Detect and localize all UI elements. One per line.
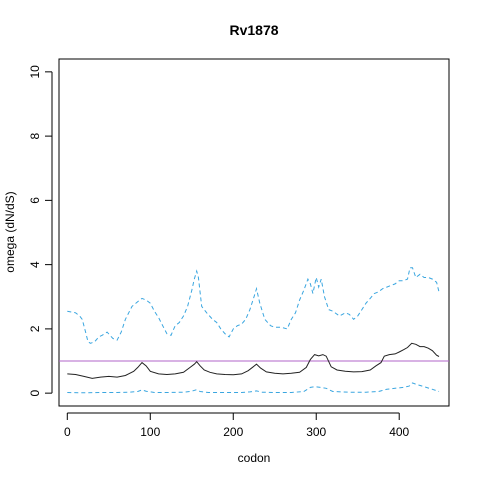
y-tick-label: 0 bbox=[28, 389, 42, 396]
y-tick-label: 2 bbox=[28, 325, 42, 332]
x-tick-label: 100 bbox=[140, 425, 160, 439]
y-tick-label: 6 bbox=[28, 197, 42, 204]
y-tick-label: 10 bbox=[28, 65, 42, 79]
y-axis-title: omega (dN/dS) bbox=[3, 191, 17, 272]
chart-title: Rv1878 bbox=[229, 22, 278, 38]
x-tick-label: 400 bbox=[389, 425, 409, 439]
series-line-estimate bbox=[67, 342, 440, 379]
series-line-lower bbox=[67, 382, 440, 394]
y-tick-label: 4 bbox=[28, 261, 42, 268]
x-tick-label: 0 bbox=[64, 425, 71, 439]
y-axis: 0 2 4 6 8 10 bbox=[28, 65, 53, 396]
series-line-upper bbox=[67, 267, 440, 344]
x-axis-title: codon bbox=[238, 451, 271, 465]
x-tick-label: 300 bbox=[306, 425, 326, 439]
y-tick-label: 8 bbox=[28, 132, 42, 139]
x-axis: 0 100 200 300 400 bbox=[64, 412, 410, 439]
series-group bbox=[59, 267, 449, 394]
plot-frame bbox=[58, 58, 450, 407]
x-tick-label: 200 bbox=[223, 425, 243, 439]
